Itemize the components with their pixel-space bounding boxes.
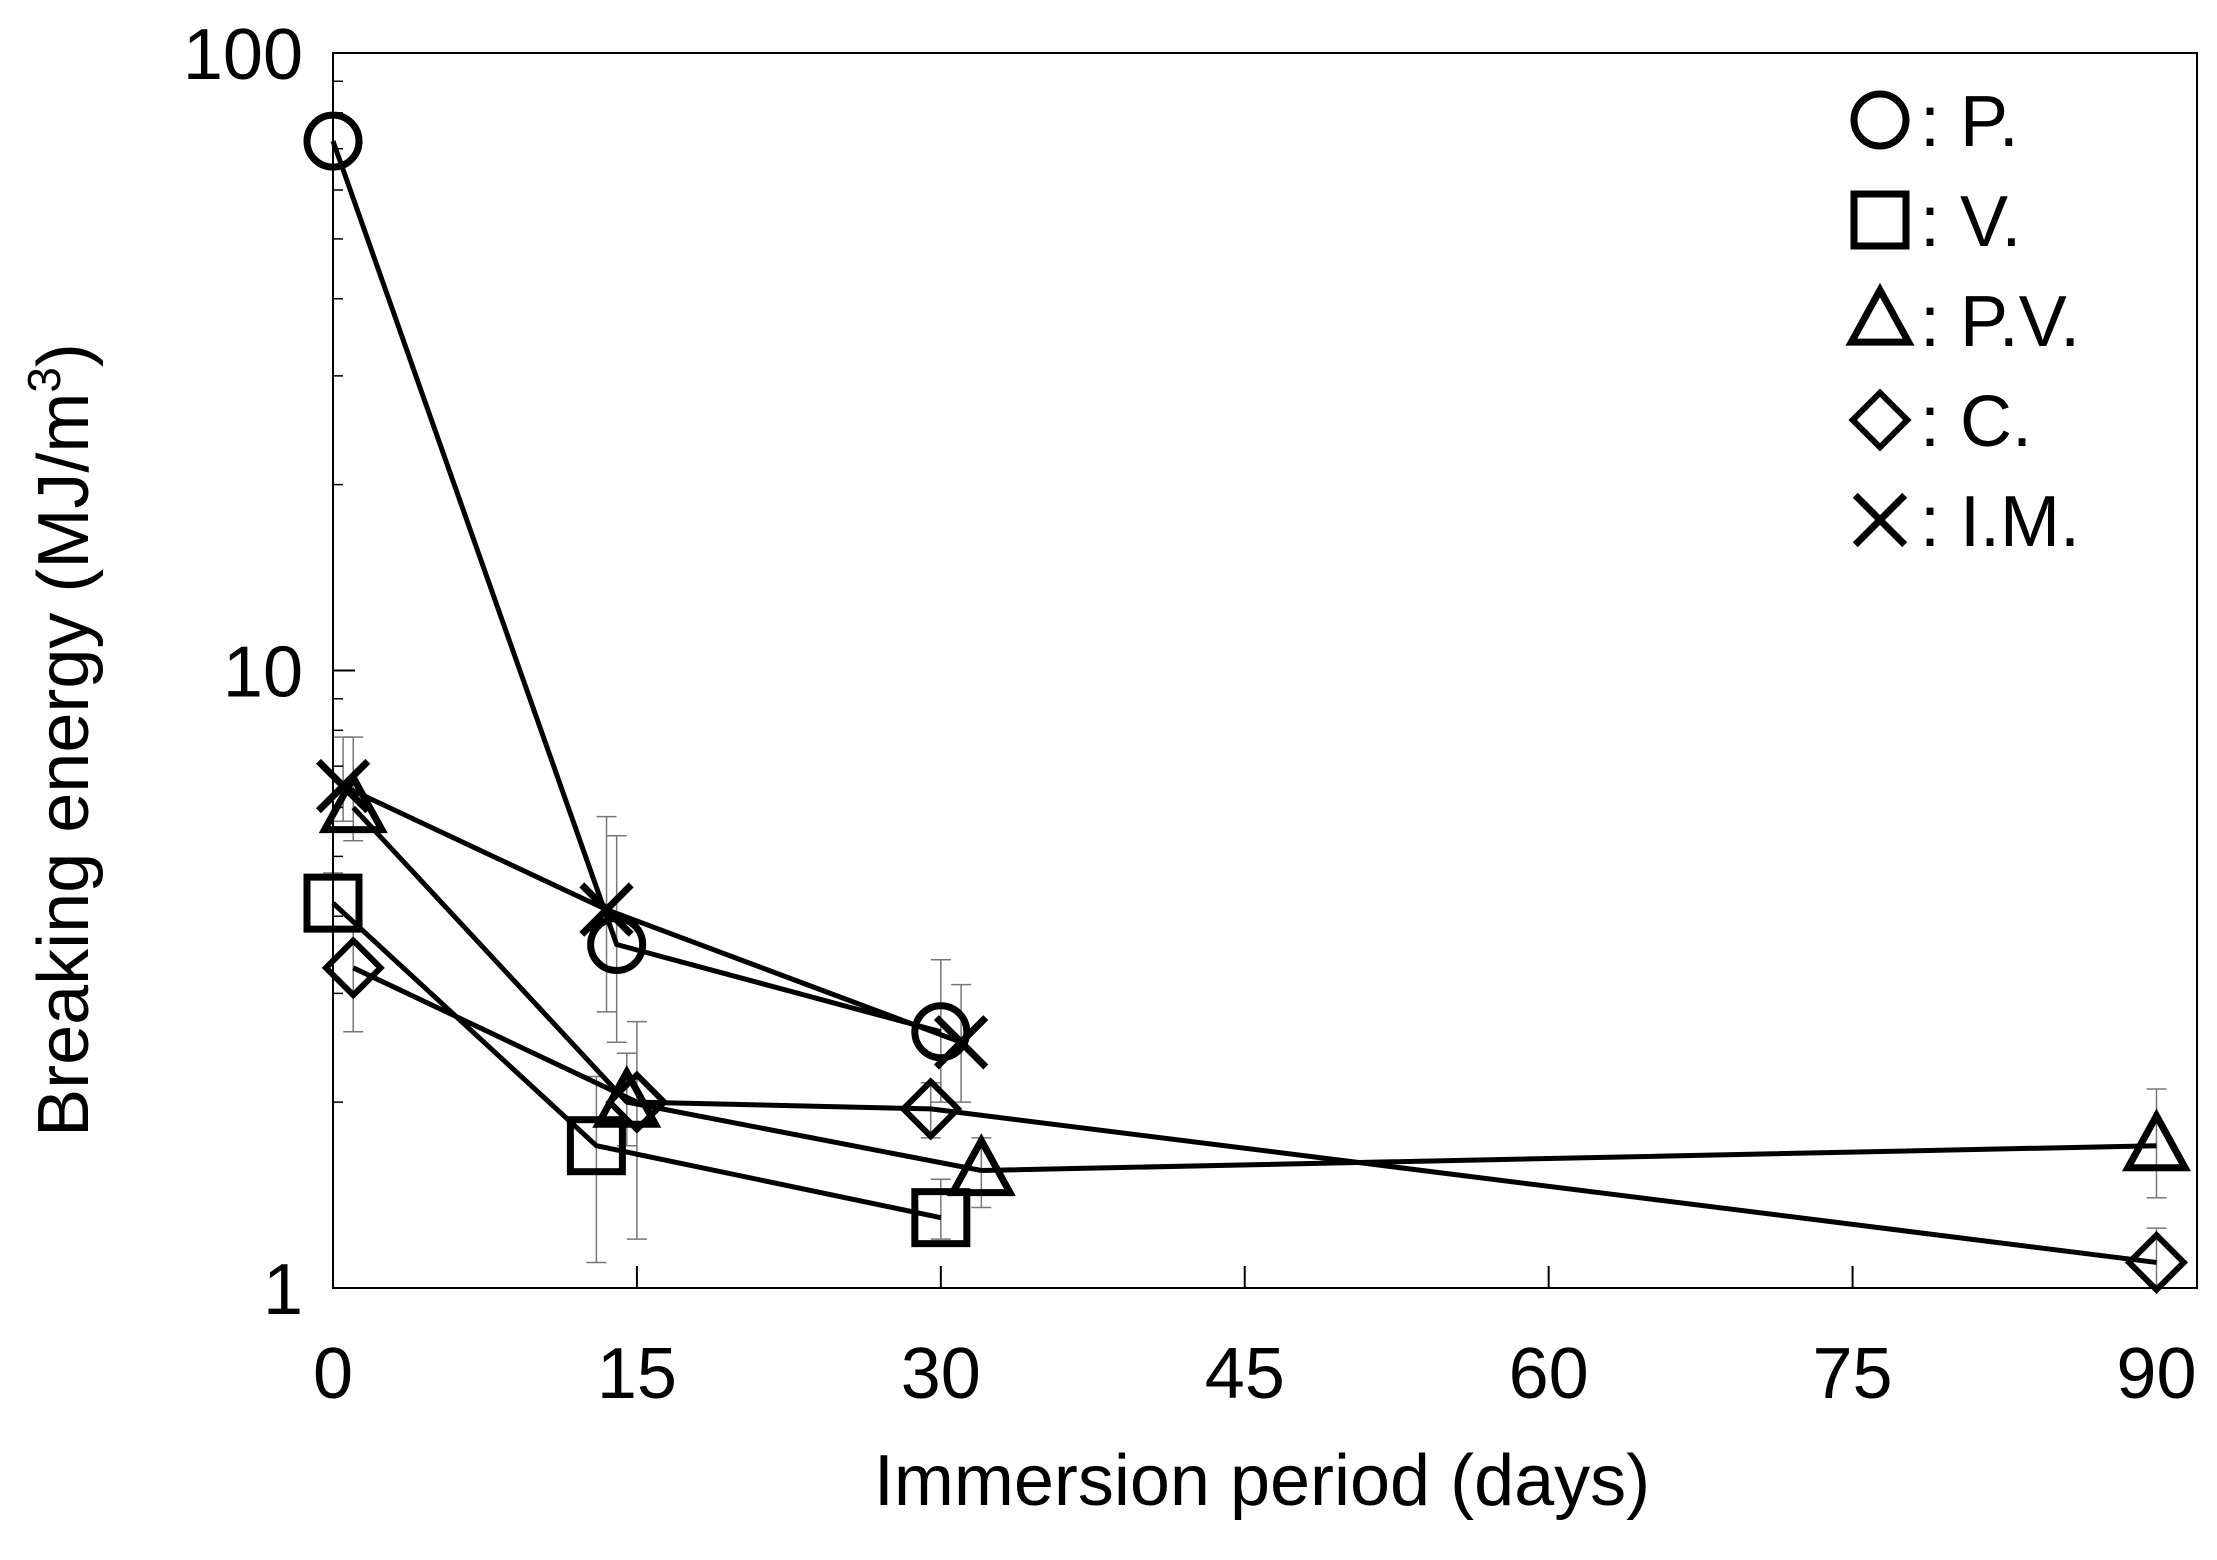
series-line-c bbox=[352, 965, 2157, 1265]
legend-label-v: : V. bbox=[1920, 182, 2021, 262]
series-line-i-m bbox=[342, 783, 962, 1045]
marker-stroke bbox=[579, 882, 634, 937]
data-point-c bbox=[899, 1077, 963, 1141]
data-point-i-m bbox=[579, 882, 634, 937]
data-point-c bbox=[2124, 1230, 2189, 1294]
x-tick-label: 30 bbox=[901, 1334, 981, 1414]
data-point-c bbox=[321, 936, 385, 1000]
legend-marker-v bbox=[1850, 190, 1910, 250]
x-tick-label: 90 bbox=[2116, 1334, 2196, 1414]
marker-stroke bbox=[1852, 492, 1908, 548]
legend-label-c: : C. bbox=[1920, 382, 2032, 462]
data-point-i-m bbox=[315, 758, 371, 814]
marker-stroke bbox=[315, 758, 371, 814]
data-point-p-v bbox=[946, 1133, 1016, 1197]
legend-marker-p bbox=[1850, 90, 1910, 150]
series-line-p bbox=[330, 140, 942, 1035]
legend-label-i-m: : I.M. bbox=[1920, 482, 2080, 562]
y-axis-title-close: ) bbox=[24, 343, 104, 367]
y-axis-title-main: Breaking energy (MJ/m bbox=[24, 393, 104, 1137]
data-point-p-v bbox=[2121, 1108, 2191, 1172]
x-tick-label: 60 bbox=[1509, 1334, 1589, 1414]
legend-marker-i-m bbox=[1852, 492, 1908, 548]
error-bars bbox=[323, 736, 2167, 1289]
x-tick-label: 15 bbox=[597, 1334, 677, 1414]
series-lines bbox=[330, 140, 2157, 1265]
data-point-v bbox=[911, 1188, 971, 1248]
legend-marker-c bbox=[1848, 388, 1912, 452]
series-markers bbox=[303, 111, 2191, 1294]
axes: 0 15 30 45 60 75 90 1 10 100 bbox=[183, 15, 2198, 1414]
data-point-i-m bbox=[933, 1015, 989, 1070]
legend-marker-p-v bbox=[1845, 282, 1915, 346]
legend-label-p: : P. bbox=[1920, 82, 2019, 162]
legend: : P. : V. : P.V. : C. : I.M. bbox=[1845, 82, 2080, 562]
series-line-v bbox=[331, 901, 942, 1221]
data-point-p-v bbox=[318, 770, 388, 834]
data-point-c bbox=[605, 1070, 669, 1134]
y-tick-label: 10 bbox=[223, 633, 303, 713]
series-line-p-v bbox=[351, 805, 2157, 1173]
y-tick-label: 1 bbox=[263, 1250, 303, 1330]
data-point-v bbox=[566, 1116, 626, 1176]
y-tick-label: 100 bbox=[183, 15, 303, 95]
legend-label-p-v: : P.V. bbox=[1920, 282, 2080, 362]
x-tick-label: 75 bbox=[1813, 1334, 1893, 1414]
x-axis-title: Immersion period (days) bbox=[874, 1441, 1650, 1521]
x-tick-label: 0 bbox=[313, 1334, 353, 1414]
marker-stroke bbox=[933, 1015, 989, 1070]
x-tick-label: 45 bbox=[1205, 1334, 1285, 1414]
y-axis-title: Breaking energy (MJ/m3) bbox=[18, 343, 104, 1137]
y-axis-title-superscript: 3 bbox=[18, 367, 70, 393]
